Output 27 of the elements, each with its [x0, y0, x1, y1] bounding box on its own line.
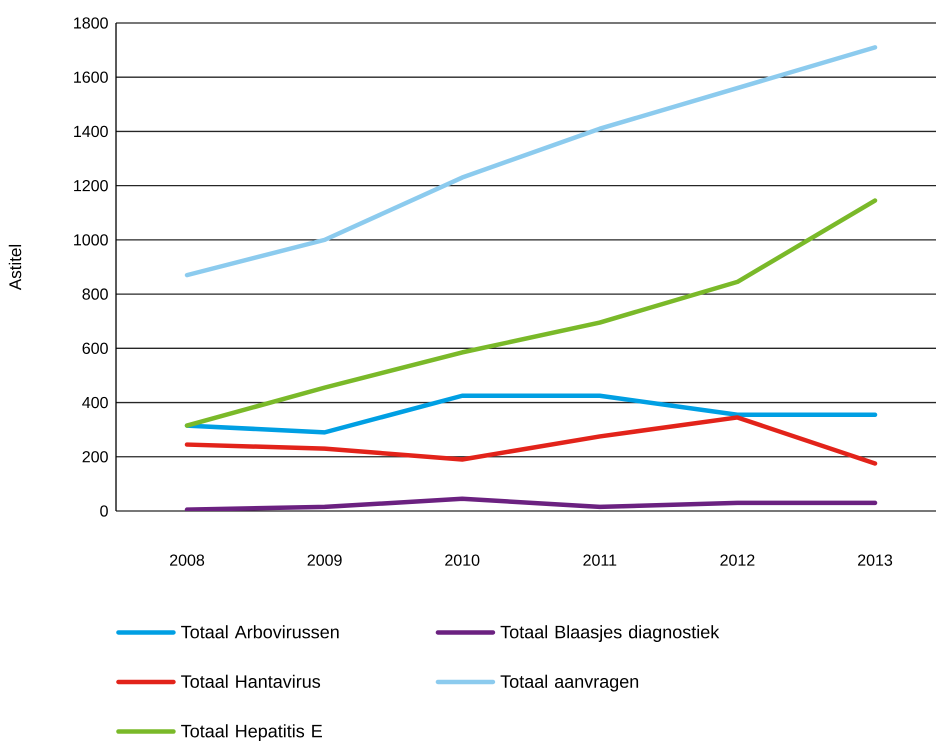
legend-label: Totaal Arbovirussen	[181, 625, 339, 638]
line-series	[184, 45, 878, 278]
y-tick-label: 1600	[74, 72, 108, 83]
x-tick-label: 2008	[170, 554, 204, 566]
y-axis-title: Astitel	[8, 244, 22, 290]
y-tick-label: 1000	[74, 234, 108, 246]
y-tick-label: 0	[100, 505, 108, 517]
legend-label: Totaal Blaasjes diagnostiek	[500, 625, 720, 642]
y-tick-label: 1200	[74, 180, 108, 192]
x-tick-label: 2009	[308, 554, 342, 566]
legend-label: Totaal aanvragen	[500, 674, 638, 692]
y-tick-label: 1800	[74, 17, 108, 29]
legend-label: Totaal Hepatitis E	[181, 724, 322, 741]
x-tick-label: 2011	[583, 554, 616, 566]
y-tick-label: 400	[82, 396, 108, 408]
line-series	[184, 415, 878, 466]
y-tick-label: 200	[82, 451, 108, 462]
x-tick-label: 2012	[720, 554, 754, 566]
x-tick-label: 2013	[858, 554, 892, 566]
y-tick-label: 600	[82, 342, 108, 354]
line-series	[184, 496, 878, 511]
x-tick-label: 2010	[445, 554, 480, 566]
y-tick-label: 800	[82, 288, 108, 300]
line-series	[184, 394, 878, 435]
y-tick-label: 1400	[74, 126, 108, 138]
line-series	[184, 198, 878, 428]
legend-label: Totaal Hantavirus	[181, 674, 320, 688]
